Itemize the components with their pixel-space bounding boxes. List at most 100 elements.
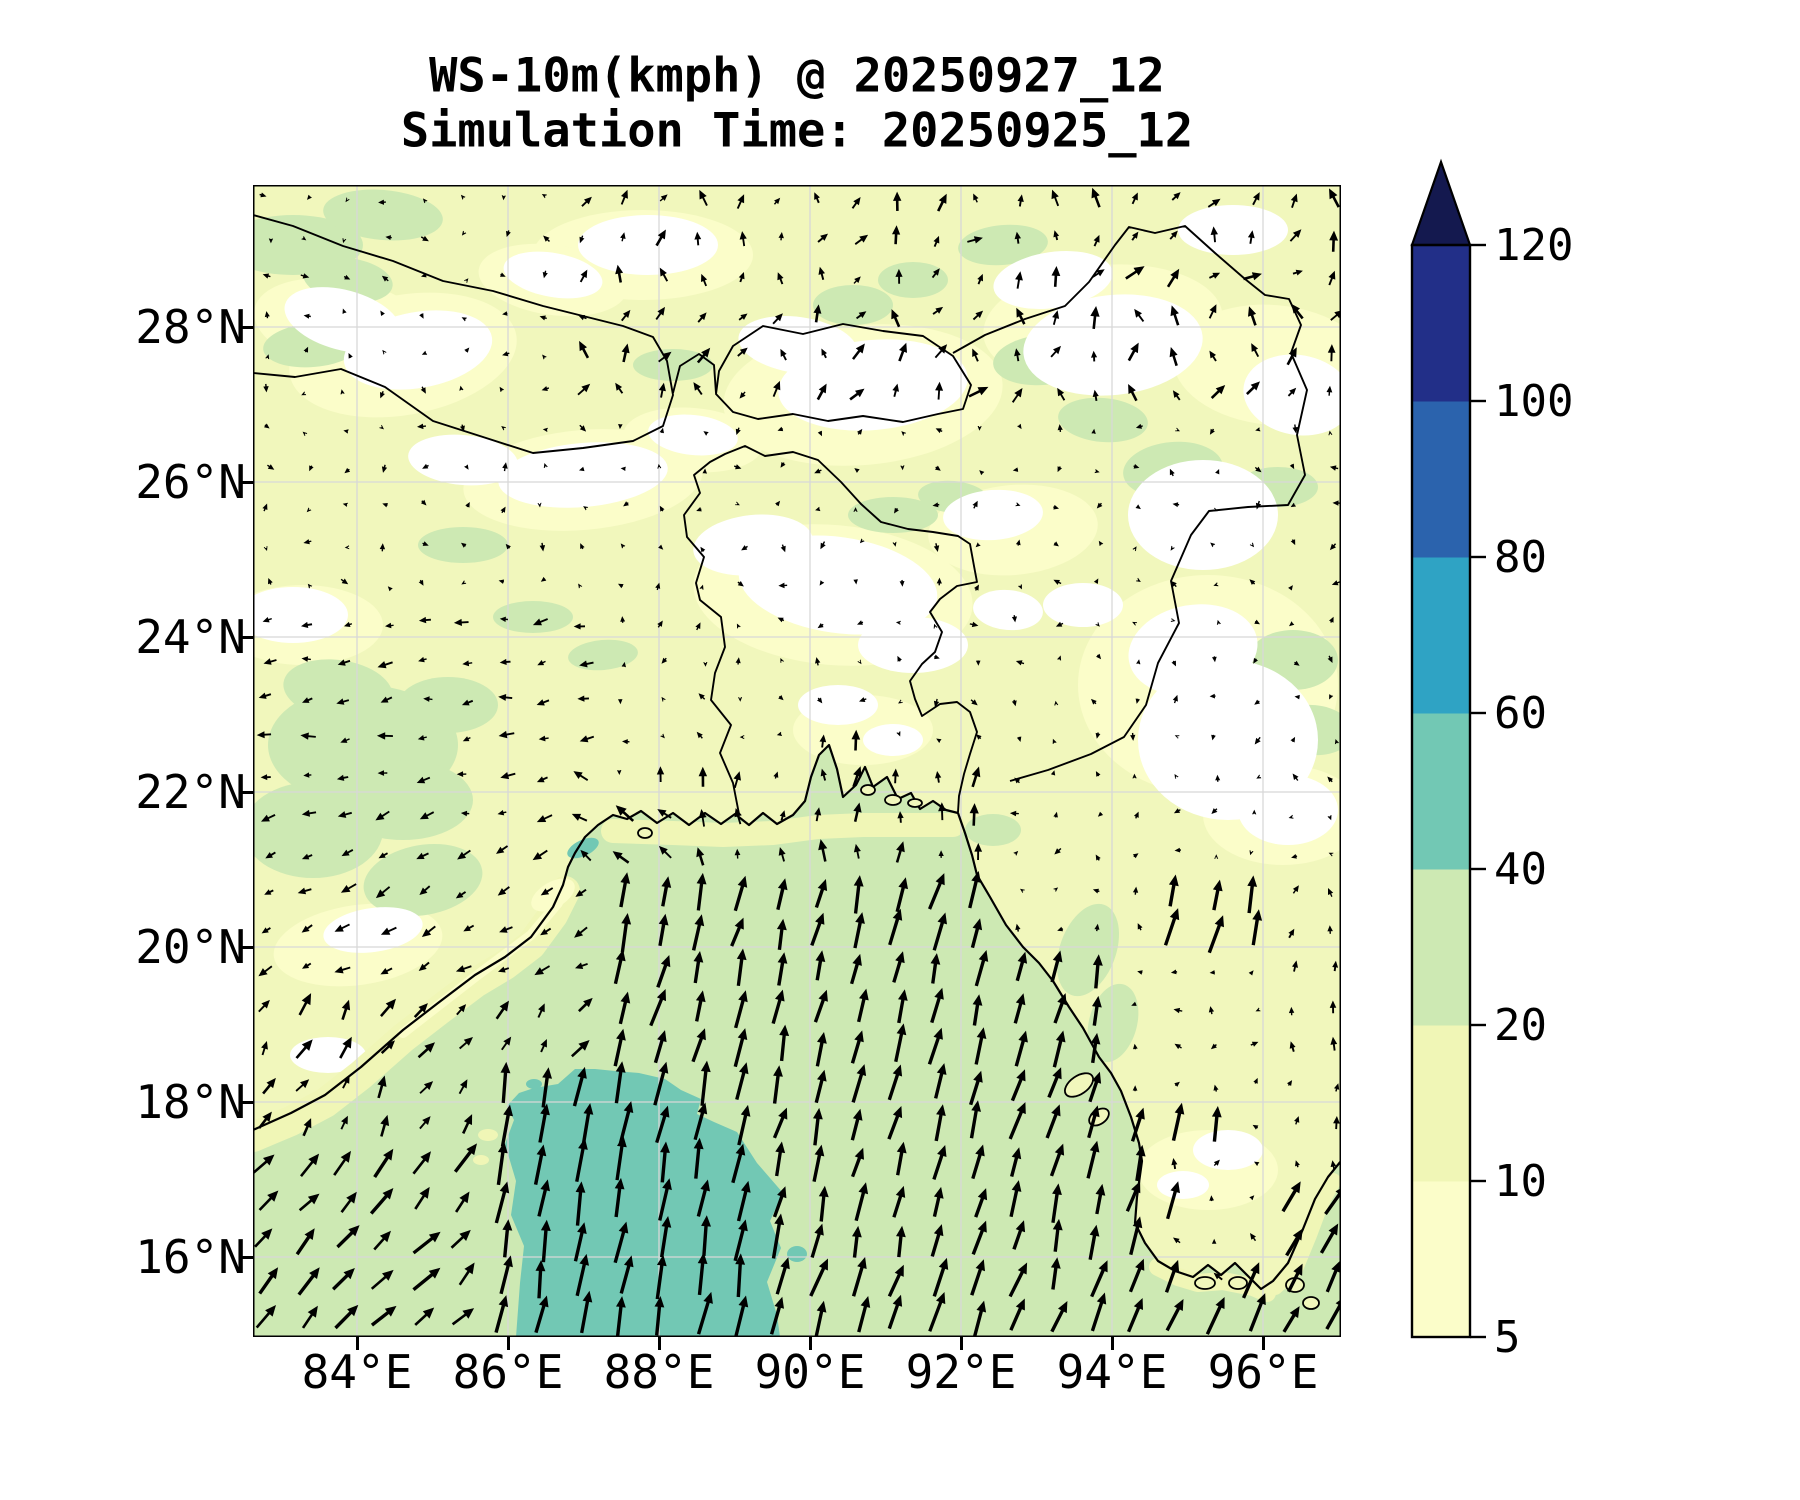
wind-arrow-icon xyxy=(423,696,433,702)
contour-blob xyxy=(503,251,603,299)
wind-arrow-icon xyxy=(1288,928,1295,939)
wind-arrow-icon xyxy=(1329,188,1340,208)
contour-blob xyxy=(283,659,393,721)
wind-arrow-icon xyxy=(385,235,392,240)
wind-arrow-icon xyxy=(1290,736,1296,743)
wind-arrow-icon xyxy=(932,1145,947,1180)
wind-arrow-icon xyxy=(537,502,542,508)
wind-arrow-icon xyxy=(897,989,908,1024)
wind-arrow-icon xyxy=(736,948,747,986)
wind-arrow-icon xyxy=(343,274,351,280)
nearshore-band xyxy=(601,813,965,847)
contour-blob xyxy=(1243,354,1341,436)
wind-arrow-icon xyxy=(494,1295,509,1333)
wind-arrow-icon xyxy=(735,427,741,435)
wind-arrow-icon xyxy=(1131,192,1138,205)
wind-arrow-icon xyxy=(1211,734,1216,741)
wind-arrow-icon xyxy=(1216,619,1221,625)
wind-arrow-icon xyxy=(382,349,387,355)
wind-arrow-icon xyxy=(850,953,862,985)
wind-arrow-icon xyxy=(1095,854,1101,861)
wind-arrow-icon xyxy=(1209,970,1215,975)
wind-arrow-icon xyxy=(1169,347,1178,367)
wind-arrow-icon xyxy=(734,464,742,470)
wind-arrow-icon xyxy=(813,1107,823,1146)
wind-arrow-icon xyxy=(300,1153,320,1177)
wind-arrow-icon xyxy=(419,313,424,319)
wind-arrow-icon xyxy=(739,735,745,740)
wind-arrow-icon xyxy=(815,950,826,981)
wind-arrow-icon xyxy=(339,1036,352,1059)
wind-arrow-icon xyxy=(418,616,431,624)
land-contour-blobs xyxy=(253,189,1341,1210)
wind-arrow-icon xyxy=(1255,427,1261,432)
wind-arrow-icon xyxy=(262,503,268,512)
wind-arrow-icon xyxy=(975,542,981,548)
wind-arrow-icon xyxy=(417,423,426,430)
island xyxy=(1194,1276,1216,1290)
wind-arrow-icon xyxy=(459,1037,473,1050)
wind-arrow-icon xyxy=(736,1180,751,1222)
wind-arrow-icon xyxy=(533,1144,547,1185)
wind-arrow-icon xyxy=(540,576,547,582)
wind-arrow-icon xyxy=(973,193,979,203)
wind-arrow-icon xyxy=(656,766,665,782)
colorbar-segment xyxy=(1412,713,1470,870)
wind-arrow-icon xyxy=(974,950,989,987)
wind-arrow-icon xyxy=(464,347,470,353)
wind-arrow-icon xyxy=(778,847,786,862)
wind-arrow-icon xyxy=(456,771,467,777)
wind-arrow-icon xyxy=(536,699,550,706)
wind-arrow-icon xyxy=(1253,658,1258,664)
wind-arrow-icon xyxy=(857,620,864,625)
x-axis-tick-label: 96°E xyxy=(1207,1345,1319,1399)
wind-arrow-icon xyxy=(971,1144,985,1180)
wind-arrow-icon xyxy=(1015,539,1021,546)
wind-arrow-icon xyxy=(543,463,548,468)
wind-arrow-icon xyxy=(1249,850,1254,856)
wind-arrow-icon xyxy=(856,311,867,320)
wind-arrow-icon xyxy=(621,343,630,363)
wind-arrow-icon xyxy=(975,660,981,666)
x-axis-tick-label: 84°E xyxy=(301,1345,413,1399)
wind-arrow-icon xyxy=(1256,774,1262,779)
wind-arrow-icon xyxy=(814,1300,827,1337)
wind-arrow-icon xyxy=(1209,428,1215,435)
wind-arrow-icon xyxy=(573,771,589,781)
wind-arrow-icon xyxy=(658,845,672,859)
wind-arrow-icon xyxy=(260,774,271,781)
wind-arrow-icon xyxy=(1174,774,1179,779)
wind-arrow-icon xyxy=(618,1101,634,1146)
wind-arrow-icon xyxy=(1324,1188,1341,1215)
wind-arrow-icon xyxy=(1086,1140,1100,1179)
x-axis-tick-label: 86°E xyxy=(452,1345,564,1399)
wind-arrow-icon xyxy=(772,1065,783,1104)
wind-arrow-icon xyxy=(1170,305,1180,326)
wind-arrow-icon xyxy=(1248,306,1257,326)
wind-arrow-icon xyxy=(623,501,629,507)
contour-blob xyxy=(253,587,348,643)
wind-arrow-icon xyxy=(258,1267,279,1295)
wind-arrow-icon xyxy=(894,1023,907,1063)
wind-arrow-icon xyxy=(1053,579,1062,585)
wind-arrow-icon xyxy=(1135,1144,1146,1182)
wind-arrow-icon xyxy=(1330,310,1341,321)
wind-arrow-icon xyxy=(380,696,393,703)
wind-arrow-icon xyxy=(933,698,940,708)
wind-arrow-icon xyxy=(1095,732,1101,739)
wind-arrow-icon xyxy=(258,692,272,699)
wind-arrow-icon xyxy=(1050,770,1056,776)
wind-arrow-icon xyxy=(1327,815,1332,821)
wind-arrow-icon xyxy=(1010,1069,1026,1102)
wind-arrow-icon xyxy=(691,914,705,951)
wind-arrow-icon xyxy=(301,656,311,662)
wind-arrow-icon xyxy=(818,839,828,862)
wind-arrow-icon xyxy=(1164,1259,1180,1293)
wind-arrow-icon xyxy=(298,993,312,1016)
wind-arrow-icon xyxy=(967,236,983,244)
wind-arrow-icon xyxy=(378,199,386,205)
wind-arrow-icon xyxy=(255,1305,276,1329)
wind-arrow-icon xyxy=(1135,577,1141,582)
wind-arrow-icon xyxy=(972,348,979,362)
wind-arrow-icon xyxy=(887,1264,904,1297)
